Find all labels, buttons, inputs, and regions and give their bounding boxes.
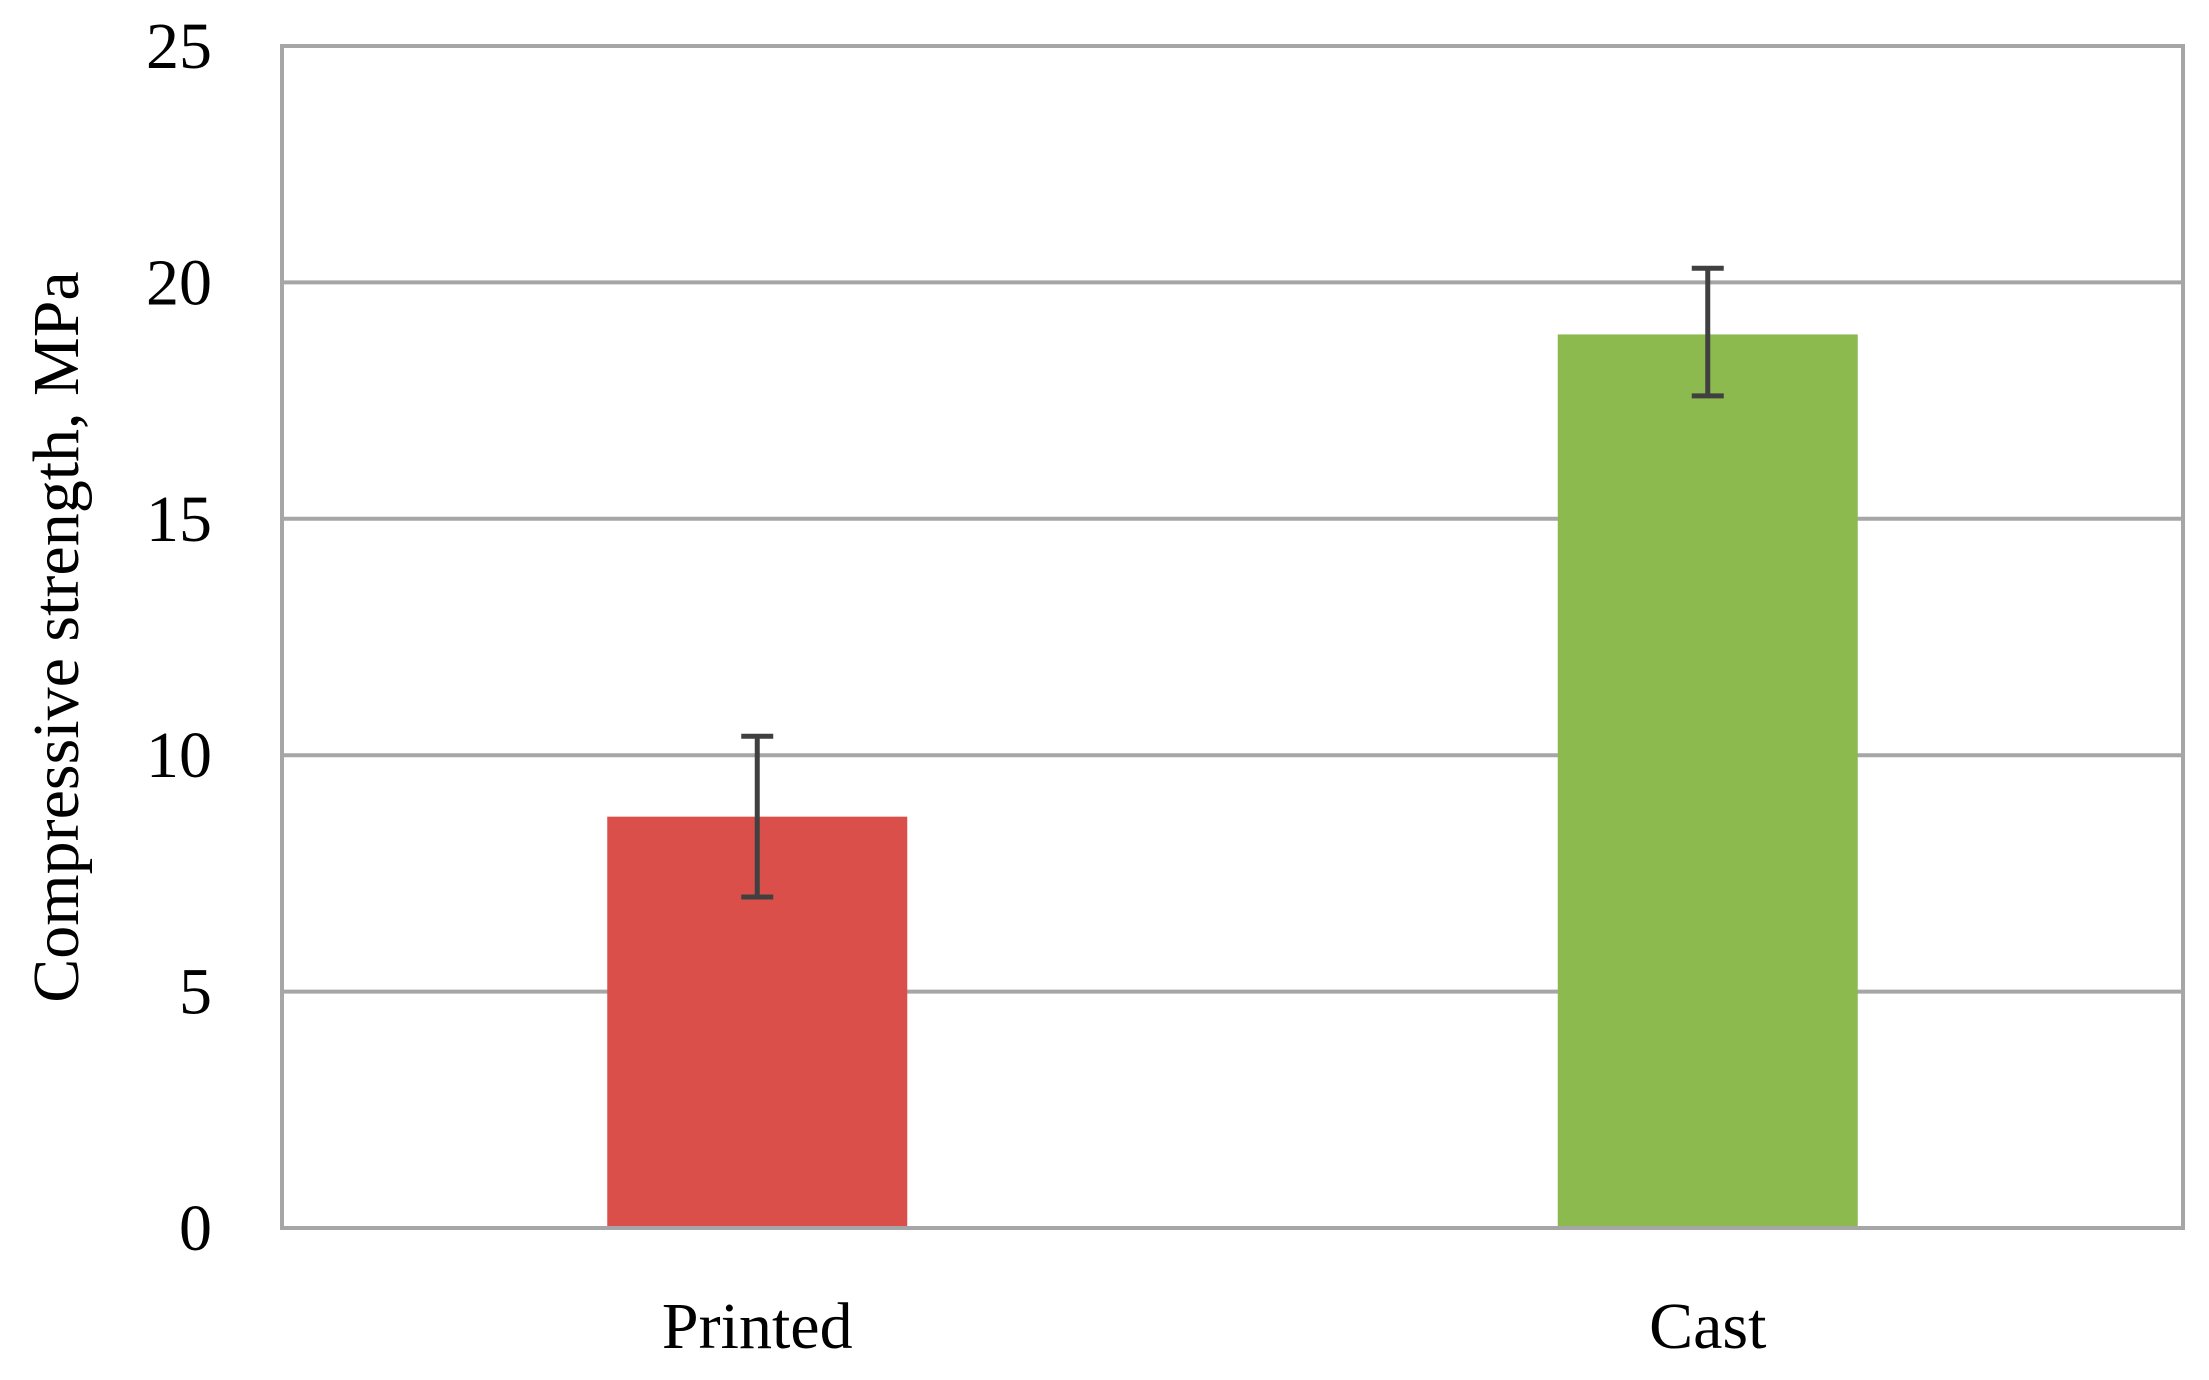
x-tick-label-printed: Printed [662,1290,853,1363]
y-tick-label: 20 [146,246,212,319]
x-axis-tick-labels: Printed Cast [662,1290,1767,1363]
y-tick-label: 25 [146,10,212,83]
plot-area-frame [280,44,2185,1230]
error-bars [741,265,1724,900]
y-axis-title: Compressive strength, MPa [20,271,93,1002]
y-tick-label: 5 [179,956,212,1029]
gridlines [282,44,2183,1230]
y-tick-label: 10 [146,719,212,792]
y-tick-label: 15 [146,483,212,556]
y-axis-tick-labels: 0 5 10 15 20 25 [146,10,212,1265]
bar-cast [1557,334,1858,1229]
x-tick-label-cast: Cast [1649,1290,1766,1363]
y-tick-label: 0 [179,1192,212,1265]
bars [607,334,1858,1229]
